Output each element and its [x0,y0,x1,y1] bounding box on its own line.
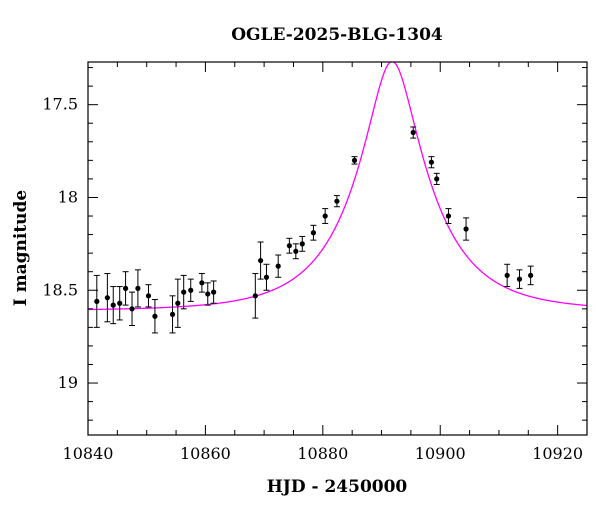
data-point-8 [151,299,158,334]
data-point-0 [93,274,100,328]
data-marker [528,272,534,279]
data-marker [205,291,211,297]
data-marker [463,226,469,232]
plot-frame [87,61,588,436]
data-marker [169,311,176,317]
data-marker [410,129,416,136]
data-point-13 [198,273,205,293]
data-marker [334,198,340,204]
data-marker [286,243,292,249]
y-tick-label: 19 [58,373,78,392]
data-marker [129,306,135,312]
data-point-11 [180,274,187,310]
data-point-9 [169,295,176,334]
data-point-31 [463,217,470,241]
data-point-32 [504,263,511,288]
data-marker [516,276,523,282]
data-marker [257,257,264,264]
data-point-20 [286,237,293,254]
data-marker [145,293,152,299]
x-tick-label: 10900 [415,444,466,463]
data-marker [211,289,217,295]
data-marker [434,176,440,182]
data-point-34 [527,265,534,286]
data-point-17 [257,241,264,280]
data-marker [104,295,110,301]
data-point-21 [292,243,299,260]
data-point-1 [104,273,111,323]
data-point-12 [187,278,194,302]
data-marker [252,293,258,299]
data-point-28 [428,156,435,169]
data-marker [310,230,317,236]
data-marker [117,300,123,306]
data-marker [199,280,205,286]
data-point-6 [134,269,141,308]
data-point-30 [445,208,452,224]
data-point-23 [310,224,317,241]
model-curve [88,62,587,311]
y-tick-label: 18 [58,187,78,206]
data-marker [175,300,181,306]
data-point-19 [275,254,282,278]
y-tick-label: 17.5 [42,95,78,114]
data-point-16 [252,273,259,319]
data-point-29 [433,172,440,185]
data-marker [445,213,452,219]
data-point-26 [351,156,358,165]
x-tick-label: 10860 [180,444,231,463]
data-marker [428,159,435,165]
data-marker [351,157,358,163]
x-tick-label: 10920 [532,444,583,463]
data-marker [263,274,270,280]
data-point-4 [122,271,129,306]
data-point-7 [145,284,152,308]
chart-title: OGLE-2025-BLG-1304 [231,25,443,45]
data-point-24 [322,208,329,224]
plot-area [88,62,587,311]
data-marker [293,248,299,254]
y-tick-label: 18.5 [42,280,78,299]
data-marker [504,272,510,279]
y-axis-label: I magnitude [11,190,31,307]
data-point-22 [299,235,306,252]
data-marker [275,263,281,269]
data-marker [322,213,328,219]
data-marker [135,285,141,291]
data-point-18 [263,263,270,291]
data-point-3 [116,286,123,321]
data-points [93,126,534,334]
data-point-14 [204,282,211,306]
data-marker [188,287,194,293]
data-marker [110,302,116,308]
data-marker [181,289,187,295]
data-marker [122,285,129,291]
data-marker [299,241,305,247]
x-tick-label: 10840 [63,444,114,463]
data-point-5 [129,291,136,327]
data-point-33 [516,269,523,289]
data-marker [94,298,100,304]
data-point-15 [210,280,217,304]
data-point-25 [333,195,340,208]
x-axis-label: HJD - 2450000 [267,477,408,497]
x-tick-label: 10880 [297,444,348,463]
data-marker [152,313,158,319]
data-point-10 [174,278,181,328]
data-point-27 [410,126,417,139]
axes: 10840 10860 10880 10900 10920 17.5 18 18.5 19 [42,61,588,463]
data-point-2 [110,286,117,325]
